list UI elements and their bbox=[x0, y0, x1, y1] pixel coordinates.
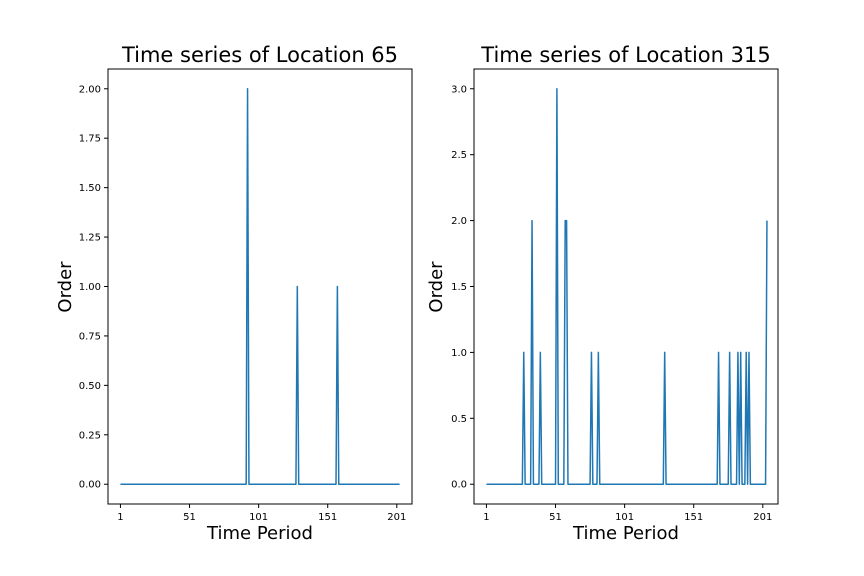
y-tick-label: 0.0 bbox=[451, 480, 467, 491]
y-axis-label: Order bbox=[426, 261, 447, 313]
y-tick-label: 1.00 bbox=[79, 282, 101, 293]
chart-title: Time series of Location 315 bbox=[480, 43, 770, 67]
x-tick-label: 1 bbox=[117, 512, 123, 523]
y-tick-label: 0.00 bbox=[79, 480, 101, 491]
plot-area: 1 51 101 151 2010.000.250.500.751.001.251.50… bbox=[79, 84, 407, 523]
y-tick-label: 2.0 bbox=[451, 216, 467, 227]
axes-frame bbox=[107, 68, 413, 505]
y-tick-label: 1.50 bbox=[79, 183, 101, 194]
y-tick-label: 1.25 bbox=[79, 233, 101, 244]
x-tick-label: 201 bbox=[753, 512, 772, 523]
y-tick-label: 1.0 bbox=[451, 348, 467, 359]
y-tick-label: 0.5 bbox=[451, 414, 467, 425]
axes-frame bbox=[473, 68, 779, 505]
x-tick-label: 201 bbox=[387, 512, 406, 523]
series-line bbox=[120, 88, 400, 485]
x-tick-label: 101 bbox=[615, 512, 634, 523]
y-tick-label: 0.25 bbox=[79, 430, 101, 441]
y-tick-label: 2.5 bbox=[451, 150, 467, 161]
y-tick-label: 0.50 bbox=[79, 381, 101, 392]
series-line bbox=[486, 88, 768, 485]
subplot-location-65: 1 51 101 151 2010.000.250.500.751.001.251.50… bbox=[55, 43, 413, 544]
y-tick-label: 1.75 bbox=[79, 134, 101, 145]
x-tick-label: 101 bbox=[249, 512, 268, 523]
x-axis-label: Time Period bbox=[206, 523, 313, 544]
y-tick-label: 1.5 bbox=[451, 282, 467, 293]
y-tick-label: 0.75 bbox=[79, 331, 101, 342]
x-axis-label: Time Period bbox=[572, 523, 679, 544]
x-tick-label: 151 bbox=[318, 512, 337, 523]
x-tick-label: 151 bbox=[684, 512, 703, 523]
x-tick-label: 51 bbox=[549, 512, 562, 523]
chart-title: Time series of Location 65 bbox=[121, 43, 398, 67]
x-tick-label: 1 bbox=[483, 512, 489, 523]
y-tick-label: 2.00 bbox=[79, 84, 101, 95]
y-axis-label: Order bbox=[55, 261, 76, 313]
x-tick-label: 51 bbox=[183, 512, 196, 523]
y-tick-label: 3.0 bbox=[451, 84, 467, 95]
